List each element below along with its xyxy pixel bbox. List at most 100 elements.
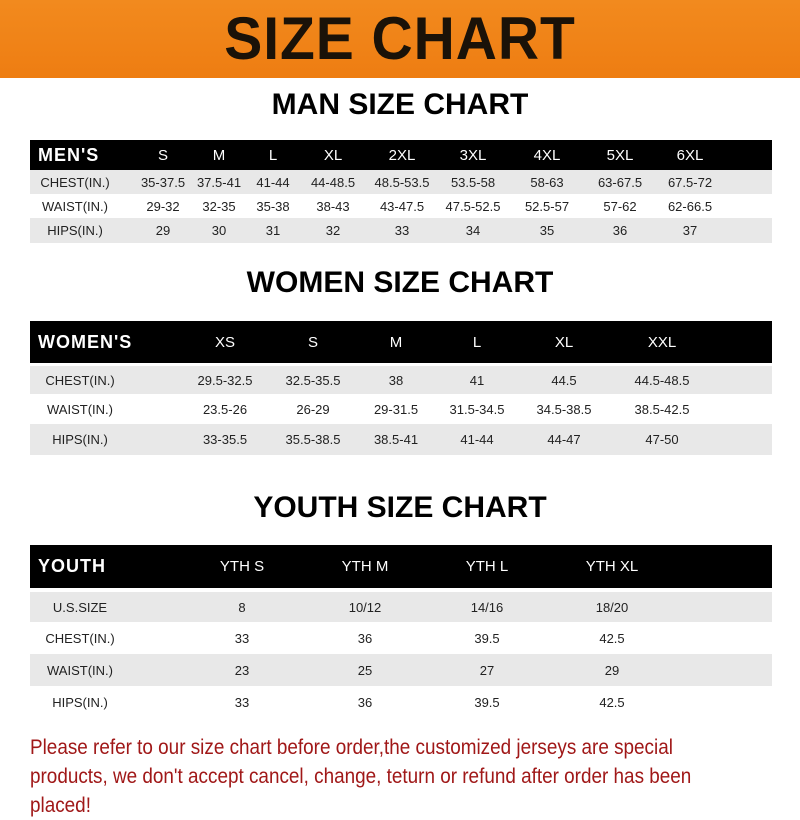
- order-notice: Please refer to our size chart before or…: [30, 736, 692, 817]
- men-section-title: MAN SIZE CHART: [271, 88, 529, 121]
- table-title-cell: MEN'S: [38, 144, 100, 165]
- table-cell: 41-44: [256, 174, 290, 190]
- size-header-cell: L: [268, 146, 278, 164]
- table-title-cell: YOUTH: [38, 556, 106, 576]
- table-row: CHEST(IN.) 33 36 39.5 42.5: [30, 622, 772, 654]
- table-row: CHEST(IN.) 29.5-32.5 32.5-35.5 38 41 44.5 44.5…: [30, 366, 772, 394]
- table-row: WAIST(IN.) 29-32 32-35 35-38 38-43 43-47.5 47.…: [30, 194, 772, 218]
- size-header-cell: YTH S: [219, 558, 265, 575]
- table-cell: 38-43: [316, 198, 350, 214]
- table-cell: 23.5-26: [202, 401, 248, 417]
- header-row: WOMEN'S XS S M L XL XXL: [30, 321, 772, 363]
- table-cell: 44.5-48.5: [634, 372, 690, 388]
- row-label: CHEST(IN.): [45, 372, 115, 388]
- table-cell: 10/12: [348, 599, 382, 615]
- table-row: CHEST(IN.) 35-37.5 37.5-41 41-44 44-48.5 48.5…: [30, 170, 772, 194]
- table-cell: 38.5-41: [373, 432, 419, 447]
- table-cell: 26-29: [296, 401, 330, 417]
- youth-section-title: YOUTH SIZE CHART: [253, 491, 547, 524]
- table-cell: 44-48.5: [310, 174, 356, 190]
- table-cell: 33: [234, 630, 250, 646]
- table-cell: 44-47: [547, 432, 581, 447]
- row-label: WAIST(IN.): [47, 662, 113, 678]
- table-cell: 33: [394, 223, 410, 238]
- table-cell: 36: [357, 694, 373, 710]
- table-cell: 58-63: [530, 174, 564, 190]
- size-header-cell: 6XL: [676, 146, 704, 164]
- table-cell: 37: [682, 223, 698, 238]
- table-cell: 29-31.5: [373, 401, 419, 417]
- table-cell: 62-66.5: [667, 198, 713, 214]
- table-cell: 39.5: [474, 630, 500, 646]
- table-cell: 35.5-38.5: [285, 432, 341, 447]
- header-row: MEN'S S M L XL 2XL 3XL 4XL 5XL 6XL: [30, 140, 772, 170]
- table-title-cell: WOMEN'S: [38, 331, 133, 352]
- table-cell: 30: [211, 223, 227, 238]
- table-cell: 36: [357, 630, 373, 646]
- size-header-cell: XL: [554, 333, 574, 351]
- size-header-cell: L: [472, 333, 482, 351]
- table-cell: 39.5: [474, 694, 500, 710]
- size-header-cell: XL: [323, 146, 343, 164]
- table-row: WAIST(IN.) 23 25 27 29: [30, 654, 772, 686]
- women-section-title: WOMEN SIZE CHART: [246, 266, 554, 299]
- size-header-cell: 3XL: [459, 146, 487, 164]
- table-row: WAIST(IN.) 23.5-26 26-29 29-31.5 31.5-34.5 34…: [30, 394, 772, 424]
- table-cell: 42.5: [599, 694, 625, 710]
- table-cell: 29-32: [146, 198, 180, 214]
- header-row: YOUTH YTH S YTH M YTH L YTH XL: [30, 545, 772, 588]
- table-cell: 47-50: [645, 432, 679, 447]
- table-cell: 44.5: [551, 372, 577, 388]
- table-cell: 63-67.5: [597, 174, 643, 190]
- table-cell: 57-62: [603, 198, 637, 214]
- size-header-cell: M: [212, 146, 226, 164]
- table-cell: 36: [612, 223, 628, 238]
- size-header-cell: YTH XL: [585, 558, 639, 575]
- size-header-cell: YTH L: [465, 558, 509, 575]
- table-cell: 52.5-57: [524, 198, 570, 214]
- table-cell: 34: [465, 223, 481, 238]
- table-row: HIPS(IN.) 33 36 39.5 42.5: [30, 686, 772, 718]
- table-cell: 38.5-42.5: [634, 401, 690, 417]
- table-cell: 32-35: [202, 198, 236, 214]
- table-cell: 37.5-41: [196, 174, 242, 190]
- row-label: HIPS(IN.): [52, 694, 108, 710]
- table-cell: 29: [155, 223, 171, 238]
- table-cell: 14/16: [470, 599, 504, 615]
- table-row: U.S.SIZE 8 10/12 14/16 18/20: [30, 592, 772, 622]
- table-cell: 47.5-52.5: [445, 198, 501, 214]
- table-cell: 18/20: [595, 599, 629, 615]
- banner: SIZE CHART: [0, 0, 800, 78]
- size-header-cell: 5XL: [606, 146, 634, 164]
- table-cell: 33: [234, 694, 250, 710]
- size-header-cell: XS: [214, 333, 236, 351]
- size-header-cell: XXL: [647, 333, 677, 351]
- table-row: HIPS(IN.) 29 30 31 32 33 34 35 36 37: [30, 218, 772, 243]
- table-cell: 31: [265, 223, 281, 238]
- table-row: HIPS(IN.) 33-35.5 35.5-38.5 38.5-41 41-44 44-…: [30, 424, 772, 455]
- size-header-cell: 4XL: [533, 146, 561, 164]
- table-cell: 27: [479, 662, 495, 678]
- row-label: U.S.SIZE: [52, 599, 108, 615]
- table-cell: 35-38: [256, 198, 290, 214]
- table-cell: 43-47.5: [379, 198, 425, 214]
- row-label: HIPS(IN.): [47, 223, 103, 238]
- row-label: CHEST(IN.): [45, 630, 115, 646]
- table-cell: 41: [469, 372, 485, 388]
- table-cell: 67.5-72: [667, 174, 713, 190]
- table-cell: 25: [357, 662, 373, 678]
- row-label: CHEST(IN.): [40, 174, 110, 190]
- size-header-cell: YTH M: [341, 558, 389, 575]
- table-cell: 31.5-34.5: [449, 401, 505, 417]
- size-header-cell: S: [157, 146, 169, 164]
- table-cell: 34.5-38.5: [536, 401, 592, 417]
- table-cell: 48.5-53.5: [374, 174, 430, 190]
- row-label: WAIST(IN.): [42, 198, 108, 214]
- row-label: HIPS(IN.): [52, 432, 108, 447]
- table-cell: 29: [604, 662, 620, 678]
- size-header-cell: 2XL: [388, 146, 416, 164]
- table-cell: 32.5-35.5: [285, 372, 341, 388]
- row-label: WAIST(IN.): [47, 401, 113, 417]
- table-cell: 42.5: [599, 630, 625, 646]
- table-cell: 29.5-32.5: [197, 372, 253, 388]
